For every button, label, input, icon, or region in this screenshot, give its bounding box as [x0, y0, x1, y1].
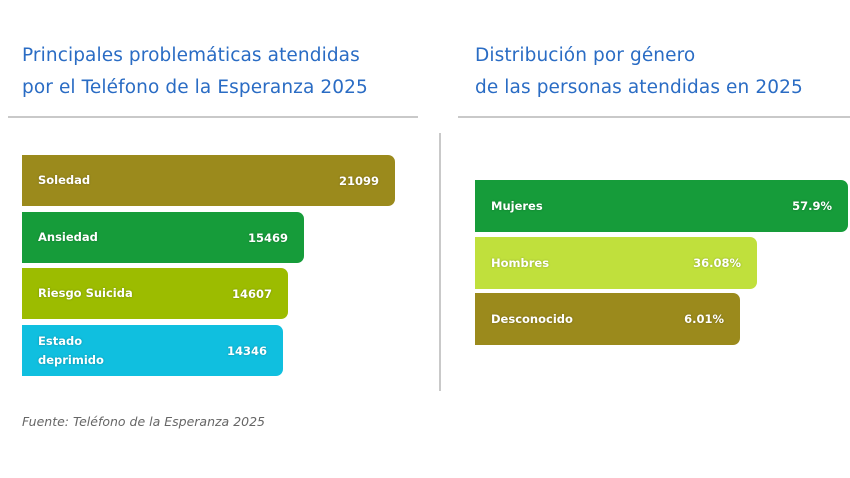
left-bar-soledad: Soledad 21099	[22, 155, 395, 206]
right-bar-hombres: Hombres 36.08%	[475, 237, 757, 289]
right-title-line-2: de las personas atendidas en 2025	[475, 77, 803, 98]
left-title-divider	[8, 116, 418, 118]
source-note: Fuente: Teléfono de la Esperanza 2025	[22, 414, 265, 429]
left-bar-estado-deprimido: Estado deprimido 14346	[22, 325, 283, 376]
bar-label: Riesgo Suicida	[38, 286, 133, 300]
left-bar-ansiedad: Ansiedad 15469	[22, 212, 304, 263]
bar-value-label: 36.08%	[693, 256, 741, 270]
bar-label: Hombres	[491, 255, 550, 270]
vertical-divider	[439, 133, 441, 391]
bar-label: Ansiedad	[38, 230, 98, 244]
right-title-divider	[458, 116, 850, 118]
bar-value-label: 14607	[231, 286, 272, 301]
left-bar-riesgo-suicida: Riesgo Suicida 14607	[22, 268, 288, 319]
right-bar-mujeres: Mujeres 57.9%	[475, 180, 848, 232]
bar-label: Estado deprimido	[38, 333, 104, 367]
right-bar-desconocido: Desconocido 6.01%	[475, 293, 740, 345]
bar-value-label: 6.01%	[684, 312, 724, 326]
bar-label: Mujeres	[491, 198, 543, 213]
bar-label: Soledad	[38, 173, 91, 187]
bar-value-label: 15469	[247, 230, 288, 245]
right-title-line-1: Distribución por género	[475, 45, 696, 66]
left-chart-title: Principales problemáticas atendidas por …	[22, 40, 368, 104]
bar-value-label: 14346	[226, 343, 267, 358]
right-chart-title: Distribución por género de las personas …	[475, 40, 803, 104]
left-title-line-1: Principales problemáticas atendidas	[22, 45, 360, 66]
left-title-line-2: por el Teléfono de la Esperanza 2025	[22, 77, 368, 98]
bar-label: Desconocido	[491, 311, 573, 326]
bar-value-label: 57.9%	[792, 199, 832, 213]
bar-value-label: 21099	[338, 173, 379, 188]
